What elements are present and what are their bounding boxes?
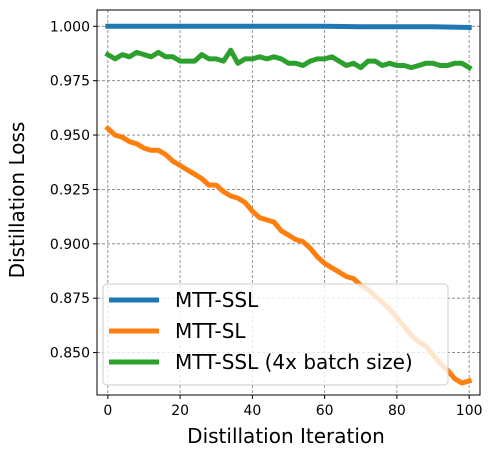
x-tick-label: 20 [171, 403, 189, 419]
x-tick-label: 0 [103, 403, 112, 419]
y-tick-label: 0.950 [50, 128, 90, 144]
y-tick-label: 0.975 [50, 74, 90, 90]
y-tick-label: 0.875 [50, 291, 90, 307]
x-tick-label: 40 [243, 403, 261, 419]
legend-box [102, 283, 449, 386]
legend: MTT-SSL MTT-SL MTT-SSL (4x batch size) [102, 283, 449, 386]
y-tick-label: 0.850 [50, 346, 90, 362]
x-tick-label: 80 [388, 403, 406, 419]
x-tick-label: 60 [316, 403, 334, 419]
series-line-1 [105, 23, 472, 30]
y-axis-title: Distillation Loss [5, 122, 29, 279]
legend-label: MTT-SSL [175, 288, 259, 312]
legend-label: MTT-SL [175, 319, 246, 343]
y-tick-label: 1.000 [50, 19, 90, 35]
legend-label: MTT-SSL (4x batch size) [175, 350, 413, 374]
series-line-3 [104, 47, 473, 72]
x-axis: 0 20 40 60 80 100 [103, 395, 483, 419]
y-tick-label: 0.900 [50, 237, 90, 253]
x-tick-label: 100 [456, 403, 483, 419]
x-axis-title: Distillation Iteration [187, 424, 385, 448]
y-axis: 0.850 0.875 0.900 0.925 0.950 0.975 1.000 [50, 19, 97, 362]
plot-frame [96, 9, 481, 396]
y-tick-label: 0.925 [50, 182, 90, 198]
